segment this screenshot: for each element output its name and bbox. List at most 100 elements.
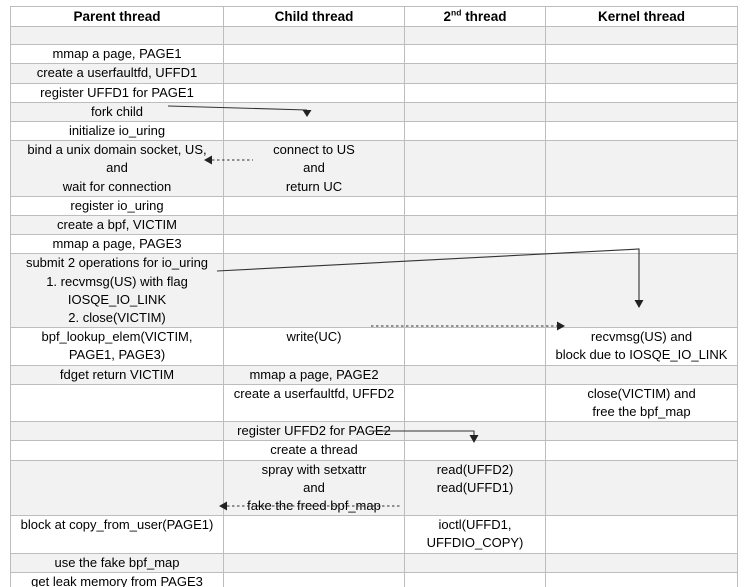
cell-child-thread: [223, 101, 405, 123]
cell-2nd-thread: [404, 571, 546, 587]
cell-kernel-thread: [545, 82, 738, 103]
cell-parent-thread: create a bpf, VICTIM: [10, 215, 224, 236]
cell-child-thread: create a userfaultfd, UFFD2: [223, 383, 405, 423]
cell-2nd-thread: [404, 215, 546, 236]
cell-child-thread: [223, 63, 405, 84]
table-row: block at copy_from_user(PAGE1) ioctl(UFFD…: [10, 515, 738, 554]
cell-kernel-thread: [545, 195, 738, 217]
cell-2nd-thread: [404, 253, 546, 329]
cell-kernel-thread: [545, 421, 738, 442]
table-row: register UFFD1 for PAGE1: [10, 82, 738, 103]
cell-kernel-thread: [545, 515, 738, 554]
cell-2nd-thread: [404, 440, 546, 461]
cell-child-thread: mmap a page, PAGE2: [223, 364, 405, 385]
cell-child-thread: [223, 82, 405, 103]
cell-child-thread: write(UC): [223, 327, 405, 366]
cell-parent-thread: [10, 459, 224, 517]
cell-2nd-thread: [404, 44, 546, 65]
table-row: fork child: [10, 101, 738, 123]
cell-parent-thread: [10, 421, 224, 442]
cell-parent-thread: [10, 440, 224, 461]
table-row: mmap a page, PAGE1: [10, 44, 738, 65]
table-row: submit 2 operations for io_uring 1. recv…: [10, 253, 738, 329]
cell-child-thread: [223, 253, 405, 329]
cell-kernel-thread: [545, 44, 738, 65]
cell-kernel-thread: [545, 440, 738, 461]
table-row: create a userfaultfd, UFFD2 close(VICTIM)…: [10, 383, 738, 423]
cell-parent-thread: bind a unix domain socket, US, and wait …: [10, 140, 224, 197]
cell-child-thread: [223, 215, 405, 236]
table-row: get leak memory from PAGE3: [10, 571, 738, 587]
cell-parent-thread: [10, 25, 224, 46]
cell-kernel-thread: [545, 101, 738, 123]
cell-2nd-thread: [404, 234, 546, 255]
cell-kernel-thread: [545, 234, 738, 255]
table-row: register io_uring: [10, 195, 738, 217]
cell-2nd-thread: [404, 101, 546, 123]
cell-2nd-thread: [404, 364, 546, 385]
cell-parent-thread: mmap a page, PAGE3: [10, 234, 224, 255]
table-row: create a thread: [10, 440, 738, 461]
table-row: [10, 25, 738, 46]
cell-2nd-thread: [404, 327, 546, 366]
cell-kernel-thread: recvmsg(US) and block due to IOSQE_IO_LI…: [545, 327, 738, 366]
cell-child-thread: [223, 25, 405, 46]
cell-2nd-thread: [404, 383, 546, 423]
cell-parent-thread: fdget return VICTIM: [10, 364, 224, 385]
cell-parent-thread: get leak memory from PAGE3: [10, 571, 224, 587]
table-row: use the fake bpf_map: [10, 552, 738, 573]
cell-child-thread: [223, 552, 405, 573]
cell-kernel-thread: [545, 25, 738, 46]
cell-child-thread: register UFFD2 for PAGE2: [223, 421, 405, 442]
cell-parent-thread: bpf_lookup_elem(VICTIM, PAGE1, PAGE3): [10, 327, 224, 366]
cell-2nd-thread: [404, 140, 546, 197]
cell-kernel-thread: [545, 140, 738, 197]
cell-parent-thread: register UFFD1 for PAGE1: [10, 82, 224, 103]
column-header-2nd-thread: 2nd thread: [404, 6, 546, 27]
table-row: fdget return VICTIM mmap a page, PAGE2: [10, 364, 738, 385]
cell-2nd-thread: [404, 552, 546, 573]
cell-parent-thread: submit 2 operations for io_uring 1. recv…: [10, 253, 224, 329]
column-header-kernel-thread: Kernel thread: [545, 6, 738, 27]
cell-kernel-thread: [545, 120, 738, 142]
table-row: create a bpf, VICTIM: [10, 215, 738, 236]
cell-2nd-thread: [404, 82, 546, 103]
cell-parent-thread: [10, 383, 224, 423]
cell-2nd-thread: [404, 25, 546, 46]
cell-child-thread: [223, 195, 405, 217]
cell-kernel-thread: [545, 364, 738, 385]
cell-parent-thread: create a userfaultfd, UFFD1: [10, 63, 224, 84]
cell-kernel-thread: [545, 215, 738, 236]
cell-parent-thread: fork child: [10, 101, 224, 123]
cell-child-thread: [223, 234, 405, 255]
cell-kernel-thread: [545, 253, 738, 329]
cell-child-thread: connect to US and return UC: [223, 140, 405, 197]
table-row: bind a unix domain socket, US, and wait …: [10, 140, 738, 197]
cell-2nd-thread: read(UFFD2) read(UFFD1): [404, 459, 546, 517]
cell-2nd-thread: [404, 195, 546, 217]
table-row: bpf_lookup_elem(VICTIM, PAGE1, PAGE3) wri…: [10, 327, 738, 366]
cell-child-thread: [223, 120, 405, 142]
cell-kernel-thread: [545, 552, 738, 573]
cell-parent-thread: mmap a page, PAGE1: [10, 44, 224, 65]
thread-timeline-table: Parent thread Child thread 2nd thread Ke…: [10, 6, 738, 587]
cell-child-thread: create a thread: [223, 440, 405, 461]
cell-kernel-thread: [545, 459, 738, 517]
2nd-thread-rest: thread: [461, 9, 507, 24]
cell-parent-thread: block at copy_from_user(PAGE1): [10, 515, 224, 554]
cell-2nd-thread: ioctl(UFFD1, UFFDIO_COPY): [404, 515, 546, 554]
header-row: Parent thread Child thread 2nd thread Ke…: [10, 6, 738, 27]
table-row: register UFFD2 for PAGE2: [10, 421, 738, 442]
table-row: spray with setxattr and fake the freed b…: [10, 459, 738, 517]
cell-child-thread: [223, 571, 405, 587]
cell-2nd-thread: [404, 421, 546, 442]
table-row: mmap a page, PAGE3: [10, 234, 738, 255]
cell-2nd-thread: [404, 120, 546, 142]
cell-child-thread: [223, 515, 405, 554]
cell-kernel-thread: [545, 571, 738, 587]
2nd-thread-superscript: nd: [451, 7, 462, 18]
2nd-thread-base: 2: [443, 9, 452, 24]
cell-parent-thread: initialize io_uring: [10, 120, 224, 142]
cell-parent-thread: register io_uring: [10, 195, 224, 217]
